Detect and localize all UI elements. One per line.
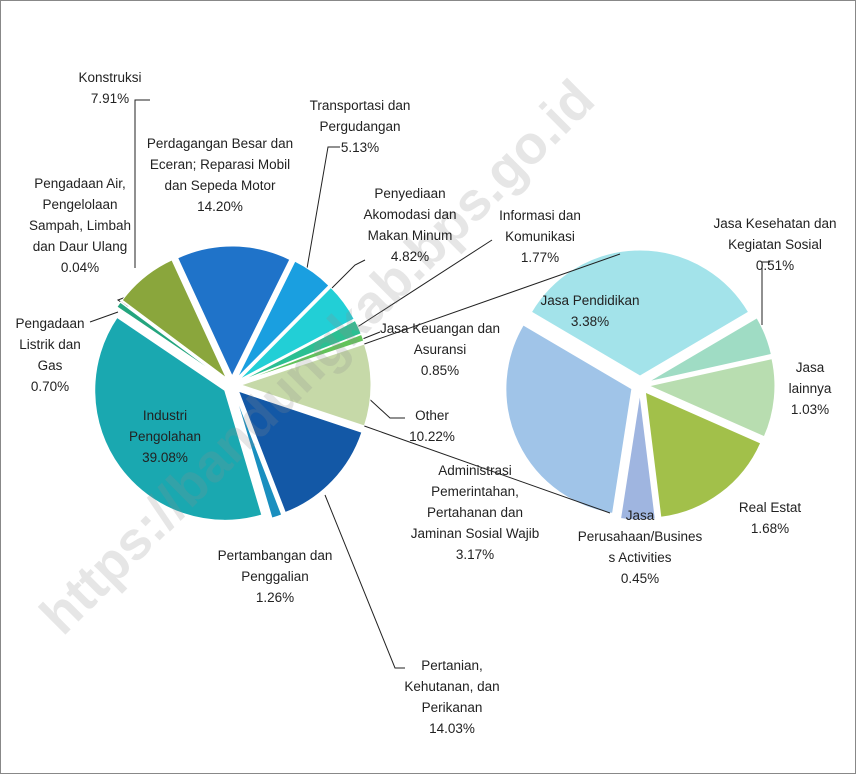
label-value: 0.04% [60, 260, 100, 275]
data-label: Jasa Perusahaan/Business Activities 0.45% [578, 505, 703, 589]
leader-line [344, 239, 493, 336]
data-label: Jasa Kesehatan dan Kegiatan Sosial 0.51% [700, 213, 850, 276]
label-value: 0.51% [755, 258, 795, 273]
label-name: Perdagangan Besar dan Eceran; Reparasi M… [146, 136, 294, 193]
data-label: Jasa Keuangan dan Asuransi 0.85% [370, 318, 510, 381]
label-name: Other [415, 408, 449, 423]
label-name: Industri Pengolahan [128, 408, 202, 444]
label-value: 4.82% [390, 249, 430, 264]
label-name: Pengadaan Air, Pengelolaan Sampah, Limba… [28, 176, 132, 254]
connector-line [364, 253, 621, 345]
label-name: Pengadaan Listrik dan Gas [15, 316, 85, 373]
leader-line [304, 146, 340, 281]
label-value: 14.20% [197, 199, 243, 214]
label-name: Konstruksi [78, 70, 142, 85]
data-label: Other 10.22% [402, 405, 462, 447]
label-value: 0.70% [30, 379, 70, 394]
data-label: Perdagangan Besar dan Eceran; Reparasi M… [145, 133, 295, 217]
slice [94, 316, 263, 521]
slice [238, 286, 355, 381]
leader-line [761, 261, 770, 325]
label-name: Jasa lainnya [788, 360, 832, 396]
leader-line [329, 259, 366, 291]
slice [121, 259, 227, 379]
secondary-slice [620, 393, 656, 521]
slice [237, 390, 363, 514]
leader-line [324, 494, 405, 669]
secondary-slice [505, 324, 633, 514]
label-name: Administrasi Pemerintahan, Pertahanan da… [410, 463, 540, 541]
label-value: 3.38% [570, 314, 610, 329]
data-label: Pengadaan Listrik dan Gas 0.70% [9, 313, 91, 397]
data-label: Transportasi dan Pergudangan 5.13% [295, 95, 425, 158]
leader-line [134, 99, 150, 268]
label-value: 1.26% [255, 590, 295, 605]
slice [234, 393, 283, 519]
label-name: Jasa Keuangan dan Asuransi [379, 321, 501, 357]
label-value: 5.13% [340, 140, 380, 155]
slice [239, 319, 362, 382]
label-name: Jasa Kesehatan dan Kegiatan Sosial [713, 216, 837, 252]
data-label: Informasi dan Komunikasi 1.77% [485, 205, 595, 268]
connectors [364, 253, 621, 514]
slice [119, 301, 226, 381]
label-value: 1.68% [750, 521, 790, 536]
connector-line [364, 425, 611, 514]
label-name: Pertanian, Kehutanan, dan Perikanan [404, 658, 500, 715]
slice [236, 260, 330, 379]
label-value: 3.17% [455, 547, 495, 562]
label-name: Jasa Pendidikan [540, 293, 640, 308]
label-value: 10.22% [409, 429, 455, 444]
label-value: 14.03% [429, 721, 475, 736]
leader-line [89, 311, 119, 323]
slice [240, 333, 365, 383]
data-label: Jasa lainnya 1.03% [785, 357, 835, 420]
label-value: 1.77% [520, 250, 560, 265]
slice [177, 245, 291, 378]
secondary-slice [647, 358, 776, 438]
label-value: 39.08% [142, 450, 188, 465]
label-name: Penyediaan Akomodasi dan Makan Minum [363, 186, 457, 243]
label-value: 1.03% [790, 402, 830, 417]
secondary-slice [644, 391, 762, 518]
data-label: Konstruksi 7.91% [65, 67, 155, 109]
leader-line [364, 394, 405, 419]
label-value: 0.85% [420, 363, 460, 378]
label-name: Transportasi dan Pergudangan [309, 98, 411, 134]
data-label: Real Estat 1.68% [730, 497, 810, 539]
data-label: Jasa Pendidikan 3.38% [530, 290, 650, 332]
data-label: Pertambangan dan Penggalian 1.26% [195, 545, 355, 608]
secondary-slice [530, 249, 750, 377]
data-label: Pengadaan Air, Pengelolaan Sampah, Limba… [28, 173, 133, 278]
slices [94, 245, 776, 521]
slice [239, 343, 372, 427]
data-label: Pertanian, Kehutanan, dan Perikanan 14.03… [387, 655, 517, 739]
label-name: Jasa Perusahaan/Business Activities [577, 508, 703, 565]
data-label: Penyediaan Akomodasi dan Makan Minum 4.82… [355, 183, 465, 267]
label-value: 7.91% [90, 91, 130, 106]
secondary-slice [648, 317, 772, 383]
label-value: 0.45% [620, 571, 660, 586]
data-label: Industri Pengolahan 39.08% [120, 405, 210, 468]
data-label: Administrasi Pemerintahan, Pertahanan da… [405, 460, 545, 565]
label-name: Real Estat [738, 500, 802, 515]
label-name: Informasi dan Komunikasi [499, 208, 581, 244]
label-name: Pertambangan dan Penggalian [217, 548, 333, 584]
